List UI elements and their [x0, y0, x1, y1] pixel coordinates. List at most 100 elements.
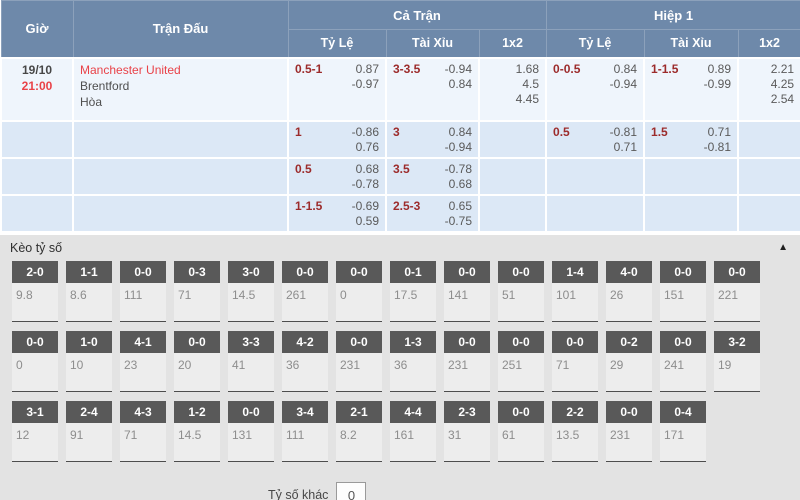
odds-cell-ft-handicap[interactable]: 0.5-1 0.87 -0.97: [287, 56, 387, 122]
score-chip[interactable]: 2-0 9.8: [12, 260, 58, 322]
odds-cell-ft-overunder[interactable]: 3-3.5 -0.94 0.84: [385, 56, 480, 122]
stake-input[interactable]: [228, 308, 274, 322]
odds-cell-h1-handicap[interactable]: 0.5 -0.81 0.71: [545, 119, 646, 159]
score-chip[interactable]: 3-1 12: [12, 400, 58, 462]
odds-cell-ft-overunder[interactable]: 2.5-3 0.65 -0.75: [385, 193, 480, 233]
score-chip[interactable]: 0-0 111: [120, 260, 166, 322]
col-header-overunder-h1: Tài Xỉu: [643, 29, 739, 58]
score-chip[interactable]: 0-0 251: [498, 330, 544, 392]
stake-input[interactable]: [228, 448, 274, 462]
stake-input[interactable]: [228, 378, 274, 392]
score-chip[interactable]: 1-3 36: [390, 330, 436, 392]
score-chip[interactable]: 0-0 20: [174, 330, 220, 392]
other-score-input[interactable]: [336, 481, 367, 500]
stake-input[interactable]: [444, 448, 490, 462]
odds-cell-h1-overunder[interactable]: 1-1.5 0.89 -0.99: [643, 56, 740, 122]
score-chip[interactable]: 0-0 0: [12, 330, 58, 392]
odds-cell-ft-handicap[interactable]: 0.5 0.68 -0.78: [287, 156, 387, 196]
score-chip[interactable]: 4-2 36: [282, 330, 328, 392]
score-chip[interactable]: 4-0 26: [606, 260, 652, 322]
odds-cell-h1-handicap[interactable]: 0-0.5 0.84 -0.94: [545, 56, 646, 122]
stake-input[interactable]: [336, 448, 382, 462]
score-chip[interactable]: 0-0 0: [336, 260, 382, 322]
score-chip[interactable]: 0-0 141: [444, 260, 490, 322]
score-chip[interactable]: 0-1 17.5: [390, 260, 436, 322]
stake-input[interactable]: [390, 308, 436, 322]
stake-input[interactable]: [606, 308, 652, 322]
stake-input[interactable]: [444, 378, 490, 392]
stake-input[interactable]: [336, 378, 382, 392]
score-chip[interactable]: 0-0 71: [552, 330, 598, 392]
stake-input[interactable]: [66, 448, 112, 462]
correct-score-header[interactable]: Kèo tỷ số ▲: [0, 235, 800, 261]
stake-input[interactable]: [552, 378, 598, 392]
score-chip[interactable]: 0-0 151: [660, 260, 706, 322]
stake-input[interactable]: [12, 378, 58, 392]
score-chip[interactable]: 1-1 8.6: [66, 260, 112, 322]
score-chip[interactable]: 0-2 29: [606, 330, 652, 392]
stake-input[interactable]: [606, 448, 652, 462]
stake-input[interactable]: [498, 448, 544, 462]
score-chip[interactable]: 4-1 23: [120, 330, 166, 392]
score-chip[interactable]: 0-0 221: [714, 260, 760, 322]
odds-cell-h1-overunder[interactable]: 1.5 0.71 -0.81: [643, 119, 740, 159]
score-chip[interactable]: 0-4 171: [660, 400, 706, 462]
stake-input[interactable]: [552, 308, 598, 322]
score-chip[interactable]: 3-4 111: [282, 400, 328, 462]
score-chip[interactable]: 2-1 8.2: [336, 400, 382, 462]
score-chip[interactable]: 3-2 19: [714, 330, 760, 392]
stake-input[interactable]: [12, 308, 58, 322]
collapse-arrow-icon[interactable]: ▲: [778, 242, 788, 253]
stake-input[interactable]: [660, 378, 706, 392]
stake-input[interactable]: [120, 378, 166, 392]
odds-cell-h1-1x2[interactable]: 2.21 4.25 2.54: [737, 56, 800, 122]
stake-input[interactable]: [660, 308, 706, 322]
score-chip[interactable]: 0-0 241: [660, 330, 706, 392]
stake-input[interactable]: [714, 378, 760, 392]
stake-input[interactable]: [174, 448, 220, 462]
score-chip[interactable]: 0-0 51: [498, 260, 544, 322]
score-chip[interactable]: 2-2 13.5: [552, 400, 598, 462]
score-chip[interactable]: 0-0 231: [444, 330, 490, 392]
score-chip[interactable]: 4-3 71: [120, 400, 166, 462]
score-chip[interactable]: 0-0 231: [336, 330, 382, 392]
stake-input[interactable]: [282, 448, 328, 462]
score-chip[interactable]: 1-4 101: [552, 260, 598, 322]
score-chip[interactable]: 1-0 10: [66, 330, 112, 392]
stake-input[interactable]: [12, 448, 58, 462]
stake-input[interactable]: [498, 378, 544, 392]
stake-input[interactable]: [444, 308, 490, 322]
odds-cell-ft-overunder[interactable]: 3 0.84 -0.94: [385, 119, 480, 159]
stake-input[interactable]: [390, 448, 436, 462]
odds-cell-ft-handicap[interactable]: 1 -0.86 0.76: [287, 119, 387, 159]
score-chip[interactable]: 0-0 261: [282, 260, 328, 322]
stake-input[interactable]: [174, 378, 220, 392]
score-chip[interactable]: 0-0 231: [606, 400, 652, 462]
stake-input[interactable]: [174, 308, 220, 322]
stake-input[interactable]: [282, 308, 328, 322]
stake-input[interactable]: [66, 308, 112, 322]
score-chip[interactable]: 1-2 14.5: [174, 400, 220, 462]
score-chip[interactable]: 3-3 41: [228, 330, 274, 392]
odds-cell-ft-overunder[interactable]: 3.5 -0.78 0.68: [385, 156, 480, 196]
stake-input[interactable]: [498, 308, 544, 322]
stake-input[interactable]: [120, 448, 166, 462]
odds-cell-ft-1x2[interactable]: 1.68 4.5 4.45: [477, 56, 548, 122]
score-chip[interactable]: 2-4 91: [66, 400, 112, 462]
stake-input[interactable]: [660, 448, 706, 462]
stake-input[interactable]: [336, 308, 382, 322]
score-chip[interactable]: 3-0 14.5: [228, 260, 274, 322]
score-chip[interactable]: 0-0 61: [498, 400, 544, 462]
score-chip[interactable]: 0-0 131: [228, 400, 274, 462]
stake-input[interactable]: [390, 378, 436, 392]
score-chip[interactable]: 4-4 161: [390, 400, 436, 462]
stake-input[interactable]: [552, 448, 598, 462]
stake-input[interactable]: [66, 378, 112, 392]
stake-input[interactable]: [714, 308, 760, 322]
odds-cell-ft-handicap[interactable]: 1-1.5 -0.69 0.59: [287, 193, 387, 233]
score-chip[interactable]: 0-3 71: [174, 260, 220, 322]
stake-input[interactable]: [606, 378, 652, 392]
stake-input[interactable]: [120, 308, 166, 322]
stake-input[interactable]: [282, 378, 328, 392]
score-chip[interactable]: 2-3 31: [444, 400, 490, 462]
